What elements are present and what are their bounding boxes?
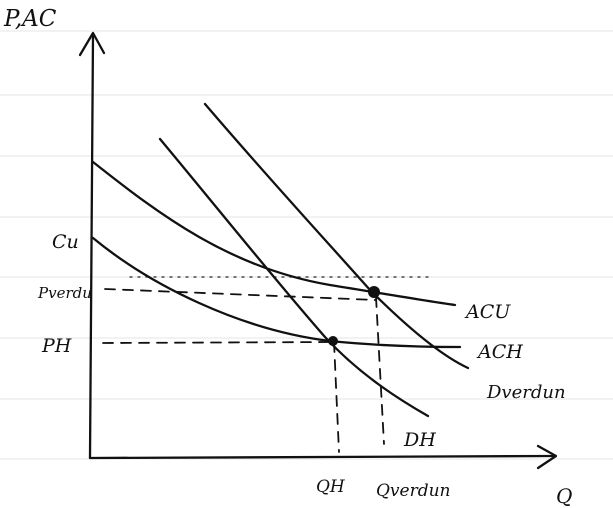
- x-axis-arrowhead: [536, 444, 558, 470]
- cu-tick-label: Cu: [52, 231, 79, 253]
- verdun-equilibrium-point: [368, 286, 380, 298]
- p-h-dashed-line: [102, 341, 334, 344]
- guide-lines: [102, 276, 431, 453]
- y-axis-arrowhead: [78, 31, 106, 57]
- q-verdun-tick-label: Qverdun: [376, 481, 451, 501]
- ach-curve: [91, 236, 462, 349]
- h-equilibrium-point: [328, 336, 338, 346]
- q-h-tick-label: QH: [316, 477, 346, 497]
- q-verdun-dashed-line: [375, 296, 385, 445]
- x-axis: [88, 454, 557, 460]
- q-h-dashed-line: [333, 341, 340, 453]
- y-axis-label: P,AC: [3, 6, 57, 32]
- labels: P,AC Q Cu Pverdu PH QH Qverdun ACU ACH D…: [3, 6, 572, 508]
- y-axis: [88, 33, 95, 460]
- ach-curve-label: ACH: [476, 341, 523, 363]
- p-verdun-dashed-line: [104, 288, 377, 301]
- p-h-tick-label: PH: [41, 335, 72, 357]
- axes: [78, 31, 558, 470]
- dh-curve-label: DH: [403, 429, 436, 451]
- dh-curve: [158, 137, 430, 418]
- equilibrium-points: [328, 286, 380, 346]
- x-axis-label: Q: [556, 484, 572, 508]
- acu-curve: [91, 160, 457, 307]
- d-verdun-curve-label: Dverdun: [486, 382, 566, 403]
- d-verdun-curve: [203, 102, 470, 370]
- p-verdun-tick-label: Pverdu: [37, 284, 92, 302]
- curves: [91, 102, 470, 418]
- acu-curve-label: ACU: [464, 301, 511, 323]
